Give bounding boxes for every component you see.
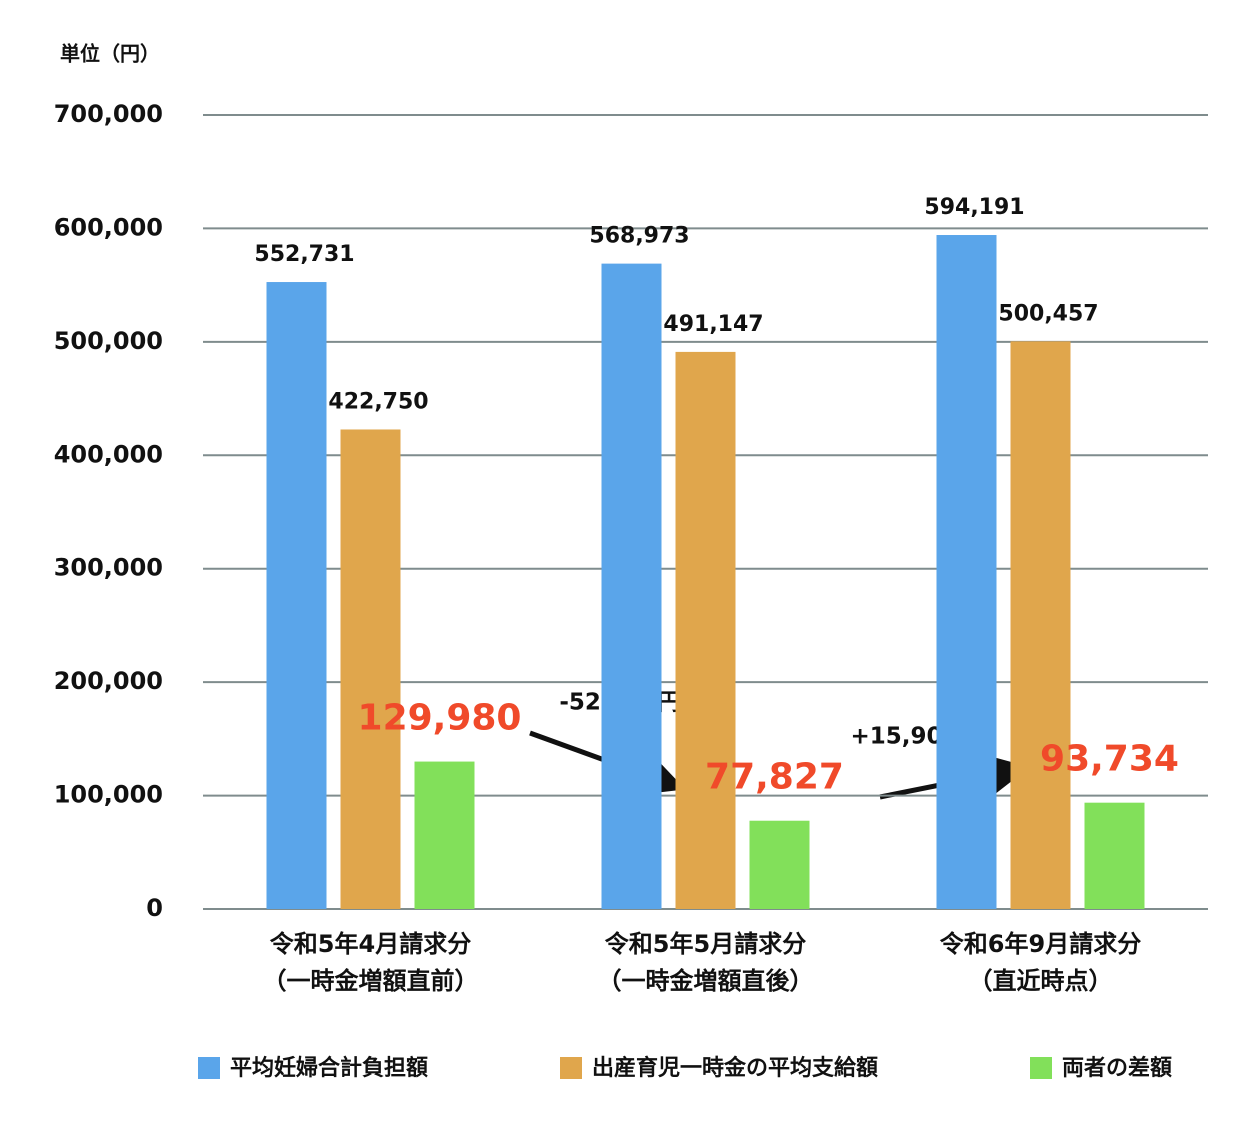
x-tick-label: 令和6年9月請求分 （直近時点） (939, 930, 1142, 995)
y-tick-label: 100,000 (54, 781, 163, 809)
legend-swatch (198, 1057, 220, 1079)
value-label: 129,980 (358, 698, 522, 739)
x-tick-label: 令和5年4月請求分 （一時金増額直前） (262, 930, 479, 995)
value-label: 422,750 (328, 389, 428, 414)
x-tick-label: 令和5年5月請求分 （一時金増額直後） (597, 930, 814, 995)
value-label: 77,827 (705, 757, 844, 798)
y-tick-label: 200,000 (54, 667, 163, 695)
value-label: 568,973 (589, 224, 689, 249)
bar (749, 820, 810, 909)
bar (601, 263, 662, 909)
y-tick-label: 700,000 (54, 100, 163, 128)
y-tick-label: 500,000 (54, 327, 163, 355)
value-label: 491,147 (663, 312, 763, 337)
legend-swatch (1030, 1057, 1052, 1079)
legend-label: 両者の差額 (1062, 1055, 1172, 1081)
legend-label: 平均妊婦合計負担額 (230, 1055, 428, 1081)
bar (414, 761, 475, 909)
y-tick-label: 400,000 (54, 440, 163, 468)
bar (1010, 341, 1071, 910)
legend-label: 出産育児一時金の平均支給額 (592, 1055, 878, 1081)
value-label: 594,191 (924, 195, 1024, 220)
unit-label: 単位（円） (60, 42, 160, 66)
legend-swatch (560, 1057, 582, 1079)
y-tick-label: 600,000 (54, 213, 163, 241)
y-tick-label: 300,000 (54, 554, 163, 582)
bar (340, 429, 401, 909)
value-label: 500,457 (998, 301, 1098, 326)
y-tick-label: 0 (146, 894, 163, 922)
bar (266, 282, 327, 909)
value-label: 552,731 (254, 242, 354, 267)
bar (936, 235, 997, 909)
bar (675, 351, 736, 909)
value-label: 93,734 (1040, 739, 1179, 780)
bar (1084, 802, 1145, 909)
